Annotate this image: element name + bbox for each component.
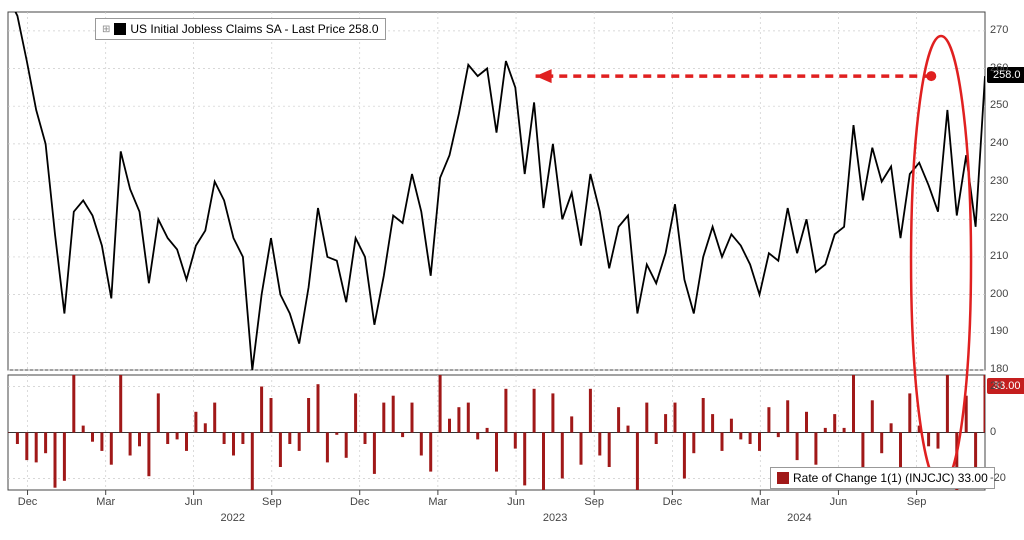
y-tick-label: 240 (990, 137, 1008, 149)
y-tick-label: 250 (990, 99, 1008, 111)
legend-main-label: US Initial Jobless Claims SA - Last Pric… (130, 22, 378, 36)
legend-roc-label: Rate of Change 1(1) (INJCJC) 33.00 (793, 471, 988, 485)
x-tick-label: Dec (663, 496, 683, 508)
y-tick-label: 220 (990, 212, 1008, 224)
y-tick-label: 200 (990, 288, 1008, 300)
chart-svg (0, 0, 1024, 540)
chart-container: ⊞ US Initial Jobless Claims SA - Last Pr… (0, 0, 1024, 540)
y-tick-label: 260 (990, 62, 1008, 74)
x-tick-label: Jun (185, 496, 203, 508)
legend-main-series: ⊞ US Initial Jobless Claims SA - Last Pr… (95, 18, 386, 40)
x-tick-label: Mar (751, 496, 770, 508)
x-tick-label: Jun (830, 496, 848, 508)
legend-marker-icon (114, 23, 126, 35)
x-tick-label: Dec (350, 496, 370, 508)
x-year-label: 2023 (543, 512, 567, 524)
x-tick-label: Sep (262, 496, 282, 508)
y-tick-label: 230 (990, 175, 1008, 187)
y-tick-label: 180 (990, 363, 1008, 375)
x-tick-label: Mar (428, 496, 447, 508)
legend-roc-series: Rate of Change 1(1) (INJCJC) 33.00 (770, 467, 995, 489)
x-tick-label: Sep (907, 496, 927, 508)
x-year-label: 2022 (220, 512, 244, 524)
legend-expand-icon: ⊞ (102, 24, 110, 35)
x-tick-label: Dec (18, 496, 38, 508)
x-year-label: 2024 (787, 512, 811, 524)
y-tick-label: 20 (990, 380, 1002, 392)
y-tick-label: 270 (990, 24, 1008, 36)
x-tick-label: Mar (96, 496, 115, 508)
x-tick-label: Sep (584, 496, 604, 508)
y-tick-label: 190 (990, 325, 1008, 337)
y-tick-label: 0 (990, 426, 996, 438)
legend-marker-icon (777, 472, 789, 484)
y-tick-label: -20 (990, 472, 1006, 484)
y-tick-label: 210 (990, 250, 1008, 262)
x-tick-label: Jun (507, 496, 525, 508)
